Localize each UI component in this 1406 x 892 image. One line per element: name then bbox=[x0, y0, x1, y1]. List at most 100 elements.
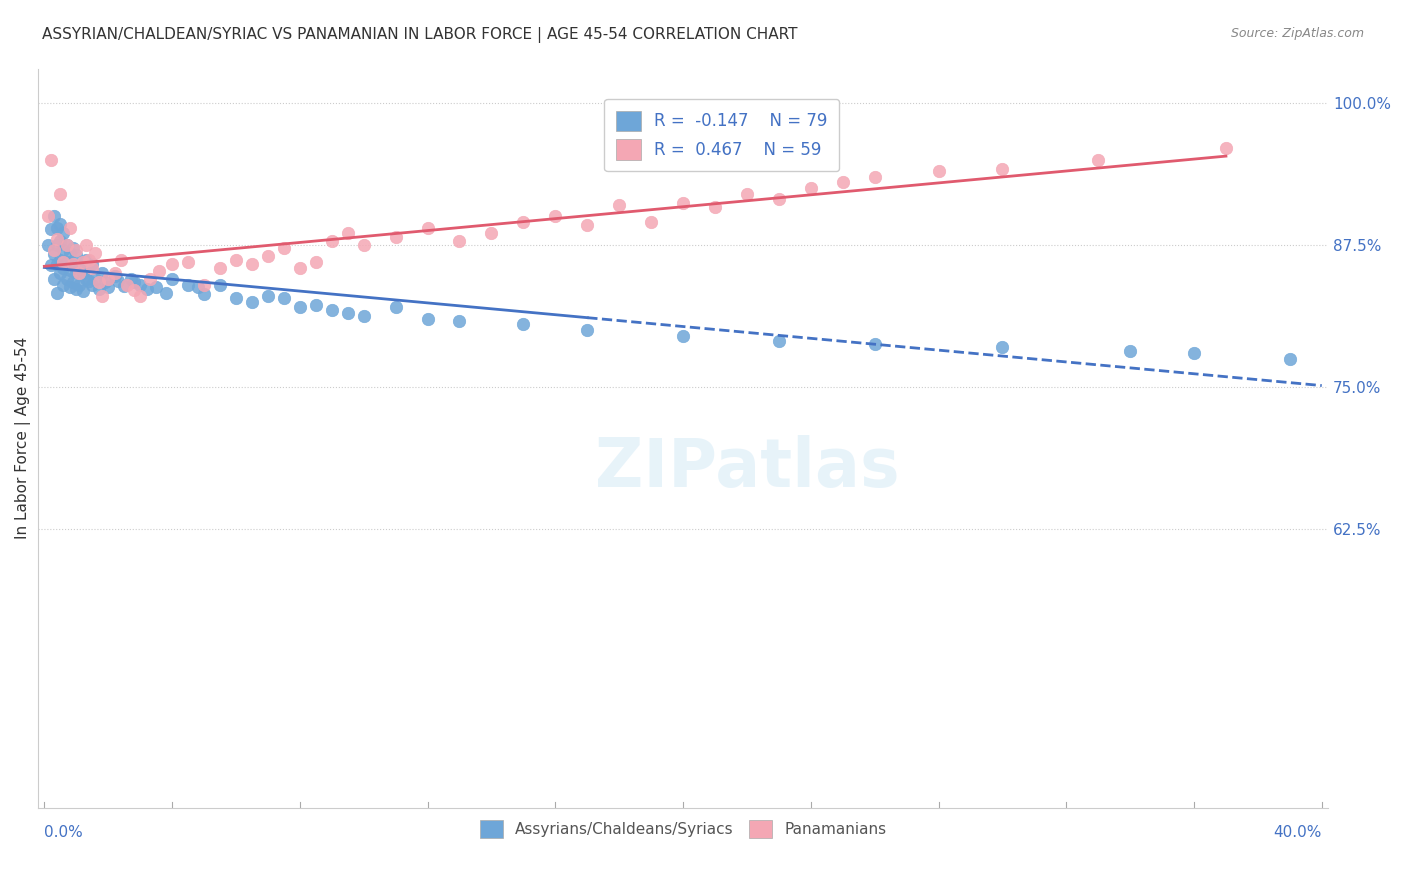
Point bbox=[72, 255, 94, 269]
Point bbox=[122, 283, 145, 297]
Point bbox=[768, 192, 790, 206]
Point bbox=[138, 272, 160, 286]
Point bbox=[104, 268, 127, 283]
Point bbox=[87, 276, 110, 290]
Text: Source: ZipAtlas.com: Source: ZipAtlas.com bbox=[1230, 27, 1364, 40]
Point bbox=[177, 277, 200, 292]
Point bbox=[46, 257, 69, 271]
Point bbox=[225, 252, 247, 267]
Point bbox=[42, 272, 65, 286]
Point bbox=[49, 252, 72, 267]
Point bbox=[384, 301, 406, 315]
Point bbox=[65, 282, 87, 296]
Point bbox=[65, 244, 87, 258]
Point bbox=[193, 277, 215, 292]
Point bbox=[75, 252, 97, 267]
Point bbox=[52, 227, 75, 241]
Point bbox=[39, 153, 62, 167]
Point bbox=[863, 169, 886, 184]
Point bbox=[82, 277, 104, 292]
Point bbox=[155, 285, 177, 300]
Point bbox=[72, 285, 94, 299]
Point bbox=[37, 210, 59, 224]
Point bbox=[305, 298, 328, 312]
Point bbox=[75, 237, 97, 252]
Point bbox=[800, 181, 823, 195]
Point bbox=[82, 257, 104, 271]
Point bbox=[576, 219, 599, 233]
Point bbox=[416, 220, 439, 235]
Point bbox=[82, 260, 104, 275]
Point bbox=[129, 277, 152, 292]
Point bbox=[55, 237, 77, 252]
Point bbox=[104, 266, 127, 280]
Point bbox=[52, 277, 75, 292]
Point bbox=[94, 276, 117, 290]
Point bbox=[193, 286, 215, 301]
Point bbox=[37, 237, 59, 252]
Point bbox=[49, 266, 72, 280]
Point bbox=[69, 266, 91, 280]
Legend: Assyrians/Chaldeans/Syriacs, Panamanians: Assyrians/Chaldeans/Syriacs, Panamanians bbox=[474, 814, 893, 845]
Point bbox=[640, 215, 662, 229]
Point bbox=[55, 272, 77, 286]
Point bbox=[863, 336, 886, 351]
Point bbox=[704, 200, 727, 214]
Point bbox=[208, 260, 231, 275]
Point bbox=[208, 277, 231, 292]
Point bbox=[384, 230, 406, 244]
Point bbox=[49, 235, 72, 249]
Point bbox=[55, 255, 77, 269]
Point bbox=[512, 318, 534, 332]
Point bbox=[305, 255, 328, 269]
Point bbox=[735, 186, 758, 201]
Point bbox=[62, 241, 84, 255]
Point bbox=[481, 227, 503, 241]
Point bbox=[52, 260, 75, 275]
Point bbox=[59, 245, 82, 260]
Point bbox=[120, 272, 142, 286]
Point bbox=[1215, 141, 1237, 155]
Text: 0.0%: 0.0% bbox=[45, 825, 83, 839]
Point bbox=[90, 289, 112, 303]
Point bbox=[42, 210, 65, 224]
Point bbox=[273, 241, 295, 255]
Point bbox=[321, 302, 343, 317]
Point bbox=[69, 260, 91, 274]
Point bbox=[59, 262, 82, 277]
Point bbox=[240, 257, 263, 271]
Point bbox=[449, 235, 471, 249]
Point bbox=[84, 245, 107, 260]
Point bbox=[49, 217, 72, 231]
Point bbox=[39, 222, 62, 236]
Point bbox=[107, 274, 129, 288]
Point bbox=[512, 215, 534, 229]
Point bbox=[672, 195, 695, 210]
Point bbox=[49, 186, 72, 201]
Point bbox=[1087, 153, 1109, 167]
Point bbox=[225, 291, 247, 305]
Point bbox=[148, 264, 170, 278]
Point bbox=[257, 289, 280, 303]
Point bbox=[991, 161, 1014, 176]
Point bbox=[288, 301, 311, 315]
Y-axis label: In Labor Force | Age 45-54: In Labor Force | Age 45-54 bbox=[15, 337, 31, 540]
Point bbox=[129, 289, 152, 303]
Point bbox=[62, 258, 84, 272]
Point bbox=[145, 280, 167, 294]
Point bbox=[257, 249, 280, 263]
Point bbox=[65, 265, 87, 279]
Point bbox=[576, 323, 599, 337]
Point bbox=[321, 235, 343, 249]
Point bbox=[353, 237, 375, 252]
Point bbox=[112, 278, 135, 293]
Point bbox=[768, 334, 790, 349]
Point bbox=[544, 210, 567, 224]
Point bbox=[62, 257, 84, 271]
Point bbox=[46, 220, 69, 235]
Point bbox=[39, 258, 62, 272]
Point bbox=[46, 237, 69, 252]
Point bbox=[110, 252, 132, 267]
Point bbox=[62, 276, 84, 290]
Point bbox=[353, 310, 375, 324]
